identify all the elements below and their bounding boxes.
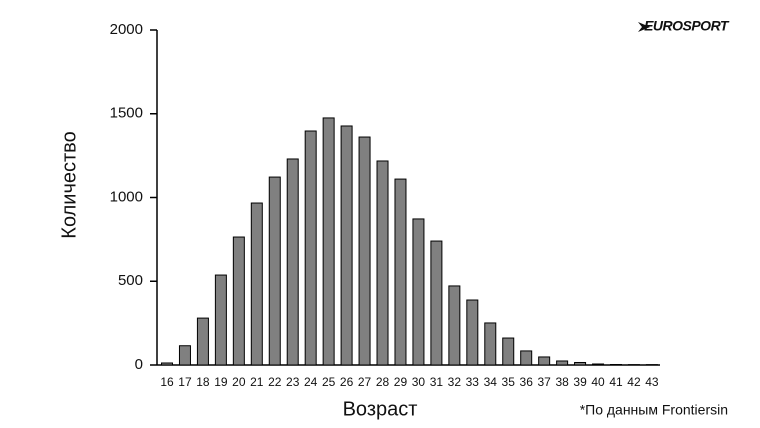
x-tick-label: 38 <box>555 375 569 389</box>
x-tick-label: 26 <box>340 375 354 389</box>
bar <box>322 117 335 366</box>
logo: EUROSPORT <box>644 18 730 34</box>
y-tick-label: 2000 <box>110 21 143 38</box>
x-tick-label: 28 <box>376 375 390 389</box>
x-tick-label: 43 <box>645 375 659 389</box>
y-tick-label: 0 <box>135 356 143 373</box>
bar <box>520 350 533 366</box>
bar <box>250 202 263 366</box>
bar <box>448 285 461 366</box>
x-tick-label: 27 <box>358 375 372 389</box>
x-axis-label: Возраст <box>343 398 418 420</box>
bar <box>376 160 389 366</box>
bar <box>214 274 227 366</box>
x-tick-label: 33 <box>466 375 480 389</box>
y-tick-label: 1000 <box>110 188 143 205</box>
bar <box>610 363 622 366</box>
x-tick-label: 39 <box>573 375 587 389</box>
bar <box>232 236 245 366</box>
x-tick-label: 31 <box>430 375 444 389</box>
bar <box>574 361 587 366</box>
bar <box>161 362 173 366</box>
x-tick-label: 34 <box>484 375 498 389</box>
bar <box>286 158 299 366</box>
x-tick-label: 29 <box>394 375 408 389</box>
x-tick-label: 42 <box>627 375 641 389</box>
bar <box>340 125 353 366</box>
bar <box>358 136 371 366</box>
x-tick-label: 18 <box>196 375 210 389</box>
y-tick-label: 1500 <box>110 105 143 122</box>
x-tick-label: 19 <box>214 375 228 389</box>
x-tick-label: 40 <box>591 375 605 389</box>
x-tick-label: 21 <box>250 375 264 389</box>
x-tick-label: 32 <box>448 375 462 389</box>
bar <box>412 218 425 366</box>
bar <box>592 363 605 366</box>
x-tick-label: 25 <box>322 375 336 389</box>
x-tick-label: 22 <box>268 375 282 389</box>
x-tick-label: 35 <box>502 375 516 389</box>
bar <box>484 322 497 366</box>
logo-arrow <box>638 22 650 32</box>
bar <box>466 299 479 366</box>
x-tick-label: 37 <box>537 375 551 389</box>
x-tick-label: 23 <box>286 375 300 389</box>
source-note: *По данным Frontiersin <box>580 402 728 418</box>
bar <box>538 356 551 366</box>
x-tick-label: 41 <box>609 375 623 389</box>
x-tick-label: 24 <box>304 375 318 389</box>
x-tick-label: 20 <box>232 375 246 389</box>
x-tick-label: 16 <box>160 375 174 389</box>
bar <box>502 337 515 366</box>
bar <box>196 317 209 366</box>
bar <box>268 176 281 366</box>
x-tick-label: 36 <box>520 375 534 389</box>
bar <box>556 360 569 366</box>
y-tick-label: 500 <box>118 272 143 289</box>
x-tick-label: 17 <box>178 375 192 389</box>
bar <box>304 130 317 366</box>
x-tick-label: 30 <box>412 375 426 389</box>
bar <box>394 178 407 366</box>
bar <box>178 345 191 366</box>
y-axis-label: Количество <box>58 131 80 238</box>
bar <box>430 240 443 366</box>
